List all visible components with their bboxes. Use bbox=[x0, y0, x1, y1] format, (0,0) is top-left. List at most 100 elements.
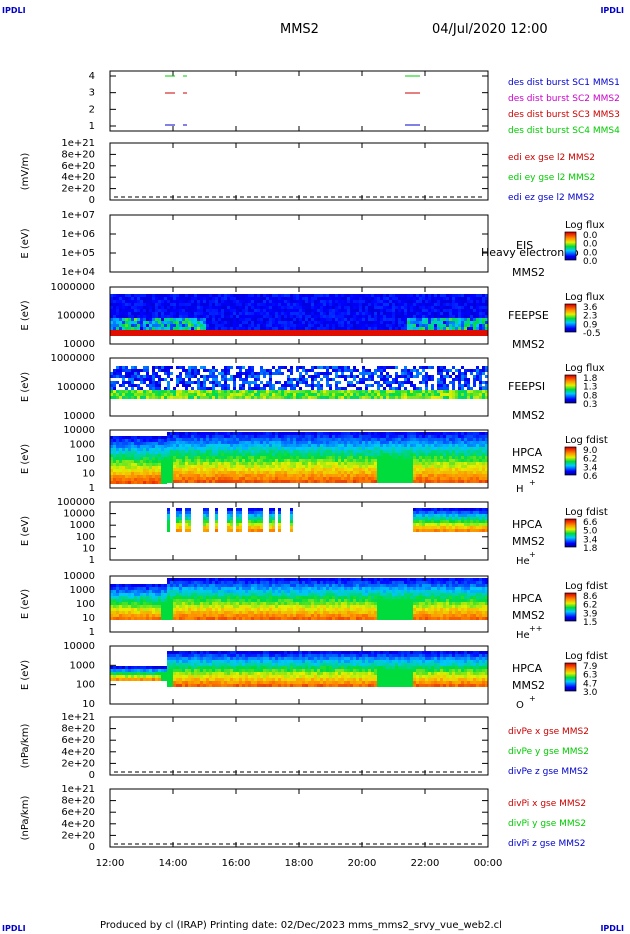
heatmap-cell bbox=[371, 471, 374, 474]
heatmap-cell bbox=[428, 366, 431, 369]
heatmap-cell bbox=[155, 381, 158, 384]
heatmap-cell bbox=[260, 327, 263, 330]
heatmap-cell bbox=[152, 330, 155, 336]
heatmap-cell bbox=[200, 300, 203, 303]
heatmap-cell bbox=[464, 444, 467, 447]
heatmap-cell bbox=[455, 444, 458, 447]
heatmap-cell bbox=[401, 327, 404, 330]
heatmap-cell bbox=[302, 294, 305, 297]
heatmap-cell bbox=[176, 375, 179, 378]
colorbar-cell bbox=[565, 259, 576, 260]
heatmap-cell bbox=[251, 309, 254, 312]
heatmap-cell bbox=[140, 460, 143, 463]
heatmap-cell bbox=[203, 456, 206, 459]
heatmap-cell bbox=[254, 477, 257, 480]
heatmap-cell bbox=[146, 390, 149, 393]
heatmap-cell bbox=[398, 318, 401, 321]
heatmap-cell bbox=[350, 375, 353, 378]
heatmap-cell bbox=[203, 459, 206, 462]
y-tick-label: 1e+04 bbox=[61, 267, 95, 278]
heatmap-cell bbox=[413, 456, 416, 459]
heatmap-cell bbox=[257, 327, 260, 330]
heatmap-cell bbox=[329, 330, 332, 336]
heatmap-cell bbox=[212, 366, 215, 369]
heatmap-cell bbox=[350, 306, 353, 309]
heatmap-cell bbox=[263, 369, 266, 372]
heatmap-cell bbox=[200, 441, 203, 444]
heatmap-cell bbox=[185, 432, 188, 435]
heatmap-cell bbox=[407, 453, 410, 456]
series-label: edi ez gse l2 MMS2 bbox=[508, 193, 595, 203]
heatmap-cell bbox=[152, 466, 155, 469]
heatmap-cell bbox=[125, 330, 128, 336]
heatmap-cell bbox=[311, 432, 314, 435]
heatmap-cell bbox=[320, 465, 323, 468]
heatmap-cell bbox=[257, 450, 260, 453]
colorbar-cell bbox=[565, 398, 576, 399]
heatmap-cell bbox=[416, 459, 419, 462]
heatmap-cell bbox=[209, 459, 212, 462]
heatmap-cell bbox=[203, 465, 206, 468]
heatmap-cell bbox=[119, 366, 122, 369]
heatmap-cell bbox=[155, 387, 158, 390]
heatmap-cell bbox=[458, 300, 461, 303]
heatmap-cell bbox=[305, 480, 308, 483]
heatmap-cell bbox=[215, 312, 218, 315]
heatmap-cell bbox=[275, 303, 278, 306]
heatmap-cell bbox=[197, 309, 200, 312]
heatmap-cell bbox=[419, 324, 422, 327]
heatmap-cell bbox=[245, 312, 248, 315]
heatmap-cell bbox=[113, 463, 116, 466]
heatmap-cell bbox=[176, 441, 179, 444]
heatmap-cell bbox=[428, 456, 431, 459]
heatmap-cell bbox=[431, 330, 434, 336]
heatmap-cell bbox=[332, 438, 335, 441]
heatmap-cell bbox=[290, 372, 293, 375]
heatmap-cell bbox=[200, 303, 203, 306]
y-tick-label: 100000 bbox=[57, 311, 95, 322]
heatmap-cell bbox=[179, 441, 182, 444]
heatmap-cell bbox=[293, 297, 296, 300]
heatmap-cell bbox=[263, 375, 266, 378]
heatmap-cell bbox=[449, 471, 452, 474]
heatmap-cell bbox=[131, 445, 134, 448]
heatmap-cell bbox=[374, 438, 377, 441]
heatmap-cell bbox=[140, 396, 143, 399]
heatmap-cell bbox=[248, 465, 251, 468]
heatmap-cell bbox=[395, 396, 398, 399]
heatmap-cell bbox=[161, 300, 164, 303]
heatmap-cell bbox=[464, 471, 467, 474]
heatmap-cell bbox=[218, 396, 221, 399]
heatmap-cell bbox=[233, 303, 236, 306]
heatmap-cell bbox=[182, 297, 185, 300]
heatmap-cell bbox=[221, 321, 224, 324]
heatmap-cell bbox=[206, 396, 209, 399]
heatmap-cell bbox=[245, 372, 248, 375]
heatmap-cell bbox=[230, 453, 233, 456]
heatmap-cell bbox=[341, 468, 344, 471]
heatmap-cell bbox=[458, 477, 461, 480]
heatmap-cell bbox=[200, 306, 203, 309]
heatmap-cell bbox=[398, 387, 401, 390]
heatmap-cell bbox=[416, 468, 419, 471]
heatmap-cell bbox=[254, 441, 257, 444]
heatmap-cell bbox=[443, 321, 446, 324]
heatmap-cell bbox=[398, 441, 401, 444]
heatmap-cell bbox=[272, 309, 275, 312]
heatmap-cell bbox=[185, 294, 188, 297]
heatmap-cell bbox=[383, 381, 386, 384]
heatmap-cell bbox=[170, 372, 173, 375]
heatmap-cell bbox=[263, 453, 266, 456]
heatmap-cell bbox=[317, 381, 320, 384]
heatmap-cell bbox=[452, 297, 455, 300]
heatmap-cell bbox=[329, 456, 332, 459]
heatmap-cell bbox=[311, 330, 314, 336]
heatmap-cell bbox=[461, 375, 464, 378]
heatmap-cell bbox=[353, 465, 356, 468]
heatmap-cell bbox=[299, 330, 302, 336]
heatmap-cell bbox=[461, 303, 464, 306]
heatmap-cell bbox=[344, 456, 347, 459]
heatmap-cell bbox=[245, 444, 248, 447]
heatmap-cell bbox=[281, 396, 284, 399]
heatmap-cell bbox=[398, 306, 401, 309]
